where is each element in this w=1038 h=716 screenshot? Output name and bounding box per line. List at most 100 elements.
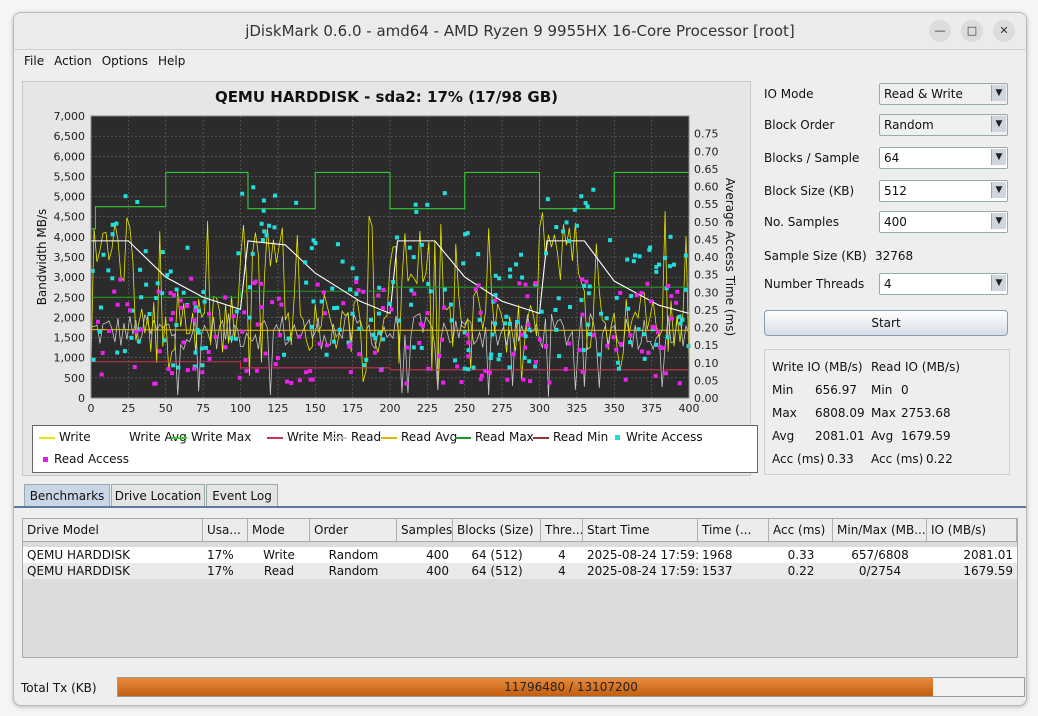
- write-access-point: [642, 332, 647, 337]
- read-access-point: [418, 322, 423, 327]
- write-access-point: [553, 307, 558, 312]
- write-access-point: [247, 285, 252, 290]
- write-access-point: [123, 194, 128, 199]
- legend-swatch: [267, 436, 283, 439]
- write-access-point: [171, 363, 176, 368]
- read-access-point: [534, 360, 539, 365]
- write-access-point: [234, 309, 239, 314]
- write-access-point: [466, 348, 471, 353]
- column-header[interactable]: Acc (ms): [769, 519, 833, 541]
- write-access-point: [397, 318, 402, 323]
- threads-select[interactable]: 4 ▼: [879, 273, 1008, 295]
- write-max-label: Max: [772, 406, 797, 420]
- io-mode-select[interactable]: Read & Write ▼: [879, 83, 1008, 105]
- legend-label: Write Access: [626, 430, 703, 444]
- column-header[interactable]: Thre...: [541, 519, 583, 541]
- column-header[interactable]: Order: [310, 519, 397, 541]
- write-access-point: [539, 309, 544, 314]
- io-mode-value: Read & Write: [884, 87, 963, 101]
- column-header[interactable]: Usa...: [203, 519, 248, 541]
- read-access-point: [169, 317, 174, 322]
- write-access-point: [394, 235, 399, 240]
- num-samples-select[interactable]: 400 ▼: [879, 211, 1008, 233]
- column-header[interactable]: Time (...: [698, 519, 769, 541]
- tab-drive-location[interactable]: Drive Location: [111, 484, 205, 507]
- blocks-per-sample-label: Blocks / Sample: [764, 151, 860, 165]
- series-write-max: [91, 171, 689, 230]
- x-tick-label: 250: [454, 402, 475, 415]
- plot-border: [90, 115, 690, 399]
- block-order-select[interactable]: Random ▼: [879, 114, 1008, 136]
- read-access-point: [533, 281, 538, 286]
- y2-axis-label: Average Access Time (ms): [723, 178, 737, 336]
- read-access-point: [348, 370, 353, 375]
- sample-size-label: Sample Size (KB): [764, 249, 867, 263]
- column-header[interactable]: Min/Max (MB...: [833, 519, 927, 541]
- write-access-point: [160, 250, 165, 255]
- write-access-point: [466, 367, 471, 372]
- write-access-point: [282, 352, 287, 357]
- threads-label: Number Threads: [764, 277, 865, 291]
- start-button[interactable]: Start: [764, 310, 1008, 336]
- legend-label: Read Max: [475, 430, 534, 444]
- legend-swatch: [109, 436, 125, 439]
- read-access-point: [650, 324, 655, 329]
- read-access-point: [466, 340, 471, 345]
- table-row[interactable]: QEMU HARDDISK 17% Read Random 400 64 (512) 4 20…: [23, 563, 1017, 579]
- tab-event-log[interactable]: Event Log: [206, 484, 278, 507]
- column-header[interactable]: Mode: [248, 519, 310, 541]
- threads-value: 4: [884, 277, 892, 291]
- write-access-point: [514, 262, 519, 267]
- write-access-point: [683, 253, 688, 258]
- menu-options[interactable]: Options: [101, 54, 148, 68]
- column-header[interactable]: Drive Model: [23, 519, 203, 541]
- close-icon[interactable]: ✕: [993, 20, 1015, 42]
- write-access-point: [233, 336, 238, 341]
- write-access-point: [368, 317, 373, 322]
- write-access-point: [604, 316, 609, 321]
- write-access-point: [251, 185, 256, 190]
- write-access-point: [477, 317, 482, 322]
- write-access-point: [309, 246, 314, 251]
- write-access-point: [554, 327, 559, 332]
- write-access-point: [202, 299, 207, 304]
- table-row[interactable]: QEMU HARDDISK 17% Write Random 400 64 (512) 4 2…: [23, 547, 1017, 563]
- read-access-point: [639, 290, 644, 295]
- read-access-point: [118, 277, 123, 282]
- read-access-point: [231, 314, 236, 319]
- blocks-per-sample-select[interactable]: 64 ▼: [879, 147, 1008, 169]
- x-tick-label: 100: [230, 402, 251, 415]
- write-access-point: [583, 201, 588, 206]
- column-header[interactable]: Blocks (Size): [453, 519, 541, 541]
- legend-label: Write Avg: [129, 430, 187, 444]
- menu-action[interactable]: Action: [54, 54, 92, 68]
- write-access-point: [657, 262, 661, 267]
- read-access-point: [322, 311, 327, 316]
- read-access-point: [493, 298, 498, 303]
- write-access-point: [144, 282, 149, 287]
- x-tick-label: 0: [88, 402, 95, 415]
- read-access-point: [223, 345, 228, 350]
- maximize-icon[interactable]: □: [961, 20, 983, 42]
- write-access-point: [201, 290, 206, 295]
- write-access-point: [91, 357, 96, 362]
- read-access-point: [521, 377, 526, 382]
- read-access-point: [156, 289, 161, 294]
- read-access-point: [308, 369, 313, 374]
- write-access-point: [381, 337, 386, 342]
- menu-file[interactable]: File: [24, 54, 45, 68]
- table-cell: 0.22: [787, 564, 815, 578]
- read-access-point: [523, 345, 528, 350]
- write-access-point: [520, 275, 525, 280]
- table-cell: Random: [328, 548, 379, 562]
- write-access-point: [286, 336, 291, 341]
- column-header[interactable]: Start Time: [583, 519, 698, 541]
- tab-benchmarks[interactable]: Benchmarks: [24, 484, 110, 507]
- read-access-point: [426, 366, 431, 371]
- column-header[interactable]: Samples: [397, 519, 453, 541]
- column-header[interactable]: IO (MB/s): [927, 519, 1017, 541]
- minimize-icon[interactable]: —: [929, 20, 951, 42]
- menu-help[interactable]: Help: [158, 54, 186, 68]
- block-size-select[interactable]: 512 ▼: [879, 180, 1008, 202]
- read-access-point: [200, 370, 205, 375]
